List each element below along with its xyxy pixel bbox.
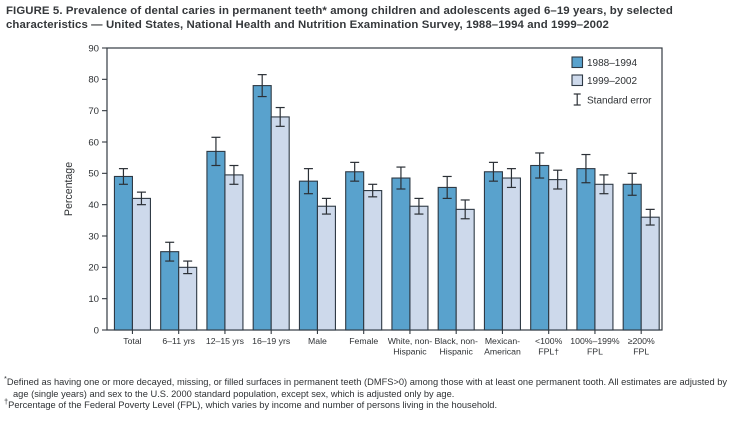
- bar: [437, 186, 457, 331]
- y-tick-label: 50: [88, 169, 99, 180]
- x-category-label: Mexican-: [485, 336, 520, 346]
- bar: [113, 175, 133, 331]
- bar: [409, 205, 429, 331]
- legend: 1988–1994 1999–2002 Standard error: [571, 56, 652, 107]
- x-category-label: FPL†: [538, 347, 559, 357]
- bar: [363, 190, 383, 331]
- figure-title-line-2: characteristics — United States, Nationa…: [6, 19, 609, 31]
- bar: [640, 216, 660, 331]
- y-axis-title: Percentage: [63, 162, 75, 216]
- bar: [455, 208, 475, 331]
- y-tick-label: 90: [88, 43, 99, 54]
- bar: [622, 183, 642, 331]
- x-category-label: FPL: [633, 347, 649, 357]
- bar: [548, 179, 568, 331]
- legend-swatch: [571, 74, 584, 87]
- x-category-label: Hispanic: [440, 347, 474, 357]
- x-category-label: FPL: [587, 347, 603, 357]
- y-tick-label: 60: [88, 137, 99, 148]
- y-tick-label: 10: [88, 294, 99, 305]
- bar: [206, 150, 226, 331]
- footnote-text: Defined as having one or more decayed, m…: [6, 377, 728, 399]
- plot-border: [106, 47, 663, 331]
- x-category-label: ≥200%: [628, 336, 655, 346]
- y-tick-label: 20: [88, 263, 99, 274]
- x-category-label: Male: [308, 336, 327, 346]
- bar: [345, 171, 365, 331]
- y-tick-label: 40: [88, 200, 99, 211]
- figure-title: FIGURE 5. Prevalence of dental caries in…: [6, 4, 730, 32]
- x-category-label: Black, non-: [434, 336, 478, 346]
- bar: [576, 168, 596, 331]
- figure-title-line-1: FIGURE 5. Prevalence of dental caries in…: [6, 5, 673, 17]
- x-category-label: <100%: [535, 336, 563, 346]
- bar: [252, 85, 272, 331]
- x-category-label: 6–11 yrs: [162, 336, 195, 346]
- bar: [178, 266, 198, 331]
- legend-swatch: [571, 56, 584, 69]
- footnote-marker: †: [4, 397, 9, 407]
- bar: [298, 180, 318, 331]
- bars: [113, 85, 660, 331]
- legend-series-label: 1999–2002: [587, 76, 637, 87]
- bar-chart: 0 10 20 30 40 50 60 70 80 90 Percentage Total 6–11 y…: [63, 43, 663, 357]
- bar: [270, 116, 290, 331]
- bar: [224, 174, 244, 331]
- y-axis: 0 10 20 30 40 50 60 70 80 90: [88, 43, 107, 336]
- bar: [483, 171, 503, 331]
- bar: [594, 183, 614, 331]
- x-category-label: 16–19 yrs: [252, 336, 291, 346]
- y-tick-label: 80: [88, 75, 99, 86]
- footnote-text: Percentage of the Federal Poverty Level …: [8, 400, 498, 411]
- footnotes: *Defined as having one or more decayed, …: [4, 373, 731, 412]
- x-category-label: Total: [123, 336, 141, 346]
- bar: [316, 205, 336, 331]
- x-category-label: Hispanic: [393, 347, 427, 357]
- x-axis: Total 6–11 yrs 12–15 yrs 16–19 yrs Male Femal…: [123, 330, 655, 357]
- footnote-asterisk: *Defined as having one or more decayed, …: [4, 373, 731, 400]
- y-tick-label: 30: [88, 231, 99, 242]
- x-category-label: Female: [349, 336, 378, 346]
- footnote-marker: *: [4, 373, 7, 383]
- error-bars: [118, 74, 655, 275]
- bar: [160, 251, 180, 331]
- y-tick-label: 70: [88, 106, 99, 117]
- x-category-label: White, non-: [388, 336, 433, 346]
- legend-error-label: Standard error: [587, 96, 652, 107]
- y-tick-label: 0: [94, 325, 99, 336]
- bar: [530, 164, 550, 331]
- bar: [391, 177, 411, 331]
- legend-series-label: 1988–1994: [587, 58, 637, 69]
- footnote-dagger: †Percentage of the Federal Poverty Level…: [4, 397, 731, 412]
- bar: [131, 197, 151, 331]
- bar: [501, 177, 521, 331]
- x-category-label: American: [484, 347, 521, 357]
- x-category-label: 12–15 yrs: [206, 336, 245, 346]
- x-category-label: 100%–199%: [570, 336, 620, 346]
